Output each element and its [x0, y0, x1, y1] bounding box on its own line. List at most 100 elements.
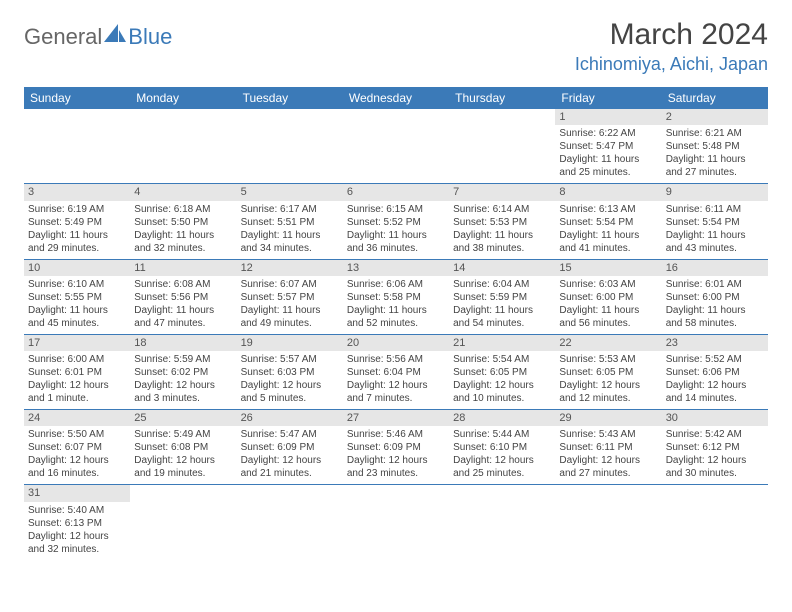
- calendar-cell: 27 Sunrise: 5:46 AMSunset: 6:09 PMDayligh…: [343, 410, 449, 485]
- calendar-cell: 28 Sunrise: 5:44 AMSunset: 6:10 PMDayligh…: [449, 410, 555, 485]
- calendar-cell: [555, 485, 661, 560]
- day-info: Sunrise: 6:07 AMSunset: 5:57 PMDaylight:…: [241, 278, 339, 330]
- day-info: Sunrise: 5:52 AMSunset: 6:06 PMDaylight:…: [666, 353, 764, 405]
- calendar-cell: 15 Sunrise: 6:03 AMSunset: 6:00 PMDayligh…: [555, 259, 661, 334]
- day-info: Sunrise: 5:56 AMSunset: 6:04 PMDaylight:…: [347, 353, 445, 405]
- day-number: 12: [237, 260, 343, 276]
- day-number: 17: [24, 335, 130, 351]
- day-number: 30: [662, 410, 768, 426]
- calendar-cell: [343, 109, 449, 184]
- day-info: Sunrise: 5:59 AMSunset: 6:02 PMDaylight:…: [134, 353, 232, 405]
- day-header: Tuesday: [237, 87, 343, 109]
- calendar-cell: [343, 485, 449, 560]
- calendar-cell: 31Sunrise: 5:40 AMSunset: 6:13 PMDayligh…: [24, 485, 130, 560]
- calendar-cell: 13 Sunrise: 6:06 AMSunset: 5:58 PMDayligh…: [343, 259, 449, 334]
- calendar-row: 1Sunrise: 6:22 AMSunset: 5:47 PMDaylight…: [24, 109, 768, 184]
- day-number: 27: [343, 410, 449, 426]
- day-info: Sunrise: 5:49 AMSunset: 6:08 PMDaylight:…: [134, 428, 232, 480]
- calendar-cell: 9Sunrise: 6:11 AMSunset: 5:54 PMDaylight…: [662, 184, 768, 259]
- day-number: 25: [130, 410, 236, 426]
- day-info: Sunrise: 5:53 AMSunset: 6:05 PMDaylight:…: [559, 353, 657, 405]
- calendar-cell: [662, 485, 768, 560]
- day-info: Sunrise: 6:19 AMSunset: 5:49 PMDaylight:…: [28, 203, 126, 255]
- calendar-cell: 10Sunrise: 6:10 AMSunset: 5:55 PMDayligh…: [24, 259, 130, 334]
- day-info: Sunrise: 6:21 AMSunset: 5:48 PMDaylight:…: [666, 127, 764, 179]
- day-number: 13: [343, 260, 449, 276]
- calendar-cell: [24, 109, 130, 184]
- calendar-cell: [237, 485, 343, 560]
- day-header-row: Sunday Monday Tuesday Wednesday Thursday…: [24, 87, 768, 109]
- day-number: 21: [449, 335, 555, 351]
- calendar-cell: 2 Sunrise: 6:21 AMSunset: 5:48 PMDaylight…: [662, 109, 768, 184]
- calendar-cell: [449, 485, 555, 560]
- day-number: 6: [343, 184, 449, 200]
- day-number: 2: [662, 109, 768, 125]
- calendar-cell: 20Sunrise: 5:56 AMSunset: 6:04 PMDayligh…: [343, 334, 449, 409]
- day-number: 22: [555, 335, 661, 351]
- day-number: 23: [662, 335, 768, 351]
- calendar-cell: 18 Sunrise: 5:59 AMSunset: 6:02 PMDayligh…: [130, 334, 236, 409]
- calendar-cell: 24Sunrise: 5:50 AMSunset: 6:07 PMDayligh…: [24, 410, 130, 485]
- day-header: Saturday: [662, 87, 768, 109]
- day-info: Sunrise: 5:44 AMSunset: 6:10 PMDaylight:…: [453, 428, 551, 480]
- day-info: Sunrise: 6:06 AMSunset: 5:58 PMDaylight:…: [347, 278, 445, 330]
- day-info: Sunrise: 6:15 AMSunset: 5:52 PMDaylight:…: [347, 203, 445, 255]
- header: General Blue March 2024 Ichinomiya, Aich…: [24, 18, 768, 75]
- day-number: 7: [449, 184, 555, 200]
- day-info: Sunrise: 5:47 AMSunset: 6:09 PMDaylight:…: [241, 428, 339, 480]
- calendar-cell: 22 Sunrise: 5:53 AMSunset: 6:05 PMDayligh…: [555, 334, 661, 409]
- calendar-cell: 7Sunrise: 6:14 AMSunset: 5:53 PMDaylight…: [449, 184, 555, 259]
- calendar-cell: 23 Sunrise: 5:52 AMSunset: 6:06 PMDayligh…: [662, 334, 768, 409]
- brand-part2: Blue: [128, 24, 172, 50]
- day-header: Friday: [555, 87, 661, 109]
- day-number: 8: [555, 184, 661, 200]
- day-header: Sunday: [24, 87, 130, 109]
- day-number: 11: [130, 260, 236, 276]
- day-header: Wednesday: [343, 87, 449, 109]
- day-info: Sunrise: 6:18 AMSunset: 5:50 PMDaylight:…: [134, 203, 232, 255]
- calendar-cell: 29 Sunrise: 5:43 AMSunset: 6:11 PMDayligh…: [555, 410, 661, 485]
- calendar-cell: 1Sunrise: 6:22 AMSunset: 5:47 PMDaylight…: [555, 109, 661, 184]
- day-info: Sunrise: 5:50 AMSunset: 6:07 PMDaylight:…: [28, 428, 126, 480]
- calendar-row: 24Sunrise: 5:50 AMSunset: 6:07 PMDayligh…: [24, 410, 768, 485]
- day-number: 16: [662, 260, 768, 276]
- day-info: Sunrise: 5:46 AMSunset: 6:09 PMDaylight:…: [347, 428, 445, 480]
- day-number: 19: [237, 335, 343, 351]
- title-area: March 2024 Ichinomiya, Aichi, Japan: [575, 18, 768, 75]
- day-info: Sunrise: 6:04 AMSunset: 5:59 PMDaylight:…: [453, 278, 551, 330]
- day-number: 28: [449, 410, 555, 426]
- calendar-cell: [130, 485, 236, 560]
- calendar-cell: 8Sunrise: 6:13 AMSunset: 5:54 PMDaylight…: [555, 184, 661, 259]
- day-info: Sunrise: 6:22 AMSunset: 5:47 PMDaylight:…: [559, 127, 657, 179]
- day-info: Sunrise: 5:43 AMSunset: 6:11 PMDaylight:…: [559, 428, 657, 480]
- calendar-cell: [449, 109, 555, 184]
- calendar-table: Sunday Monday Tuesday Wednesday Thursday…: [24, 87, 768, 560]
- day-number: 18: [130, 335, 236, 351]
- day-number: 15: [555, 260, 661, 276]
- day-header: Monday: [130, 87, 236, 109]
- day-number: 5: [237, 184, 343, 200]
- day-number: 9: [662, 184, 768, 200]
- calendar-cell: 26 Sunrise: 5:47 AMSunset: 6:09 PMDayligh…: [237, 410, 343, 485]
- day-info: Sunrise: 5:40 AMSunset: 6:13 PMDaylight:…: [28, 504, 126, 556]
- calendar-cell: 17 Sunrise: 6:00 AMSunset: 6:01 PMDayligh…: [24, 334, 130, 409]
- calendar-row: 31Sunrise: 5:40 AMSunset: 6:13 PMDayligh…: [24, 485, 768, 560]
- day-number: 29: [555, 410, 661, 426]
- calendar-cell: [237, 109, 343, 184]
- calendar-row: 17 Sunrise: 6:00 AMSunset: 6:01 PMDayligh…: [24, 334, 768, 409]
- day-info: Sunrise: 6:08 AMSunset: 5:56 PMDaylight:…: [134, 278, 232, 330]
- day-number: 4: [130, 184, 236, 200]
- calendar-cell: 11 Sunrise: 6:08 AMSunset: 5:56 PMDayligh…: [130, 259, 236, 334]
- calendar-cell: 3Sunrise: 6:19 AMSunset: 5:49 PMDaylight…: [24, 184, 130, 259]
- day-info: Sunrise: 6:03 AMSunset: 6:00 PMDaylight:…: [559, 278, 657, 330]
- brand-logo: General Blue: [24, 24, 172, 50]
- brand-sail-icon: [104, 24, 126, 50]
- day-info: Sunrise: 6:01 AMSunset: 6:00 PMDaylight:…: [666, 278, 764, 330]
- calendar-cell: 12 Sunrise: 6:07 AMSunset: 5:57 PMDayligh…: [237, 259, 343, 334]
- month-title: March 2024: [575, 18, 768, 52]
- calendar-row: 3Sunrise: 6:19 AMSunset: 5:49 PMDaylight…: [24, 184, 768, 259]
- day-info: Sunrise: 6:00 AMSunset: 6:01 PMDaylight:…: [28, 353, 126, 405]
- calendar-row: 10Sunrise: 6:10 AMSunset: 5:55 PMDayligh…: [24, 259, 768, 334]
- day-number: 26: [237, 410, 343, 426]
- calendar-cell: 14Sunrise: 6:04 AMSunset: 5:59 PMDayligh…: [449, 259, 555, 334]
